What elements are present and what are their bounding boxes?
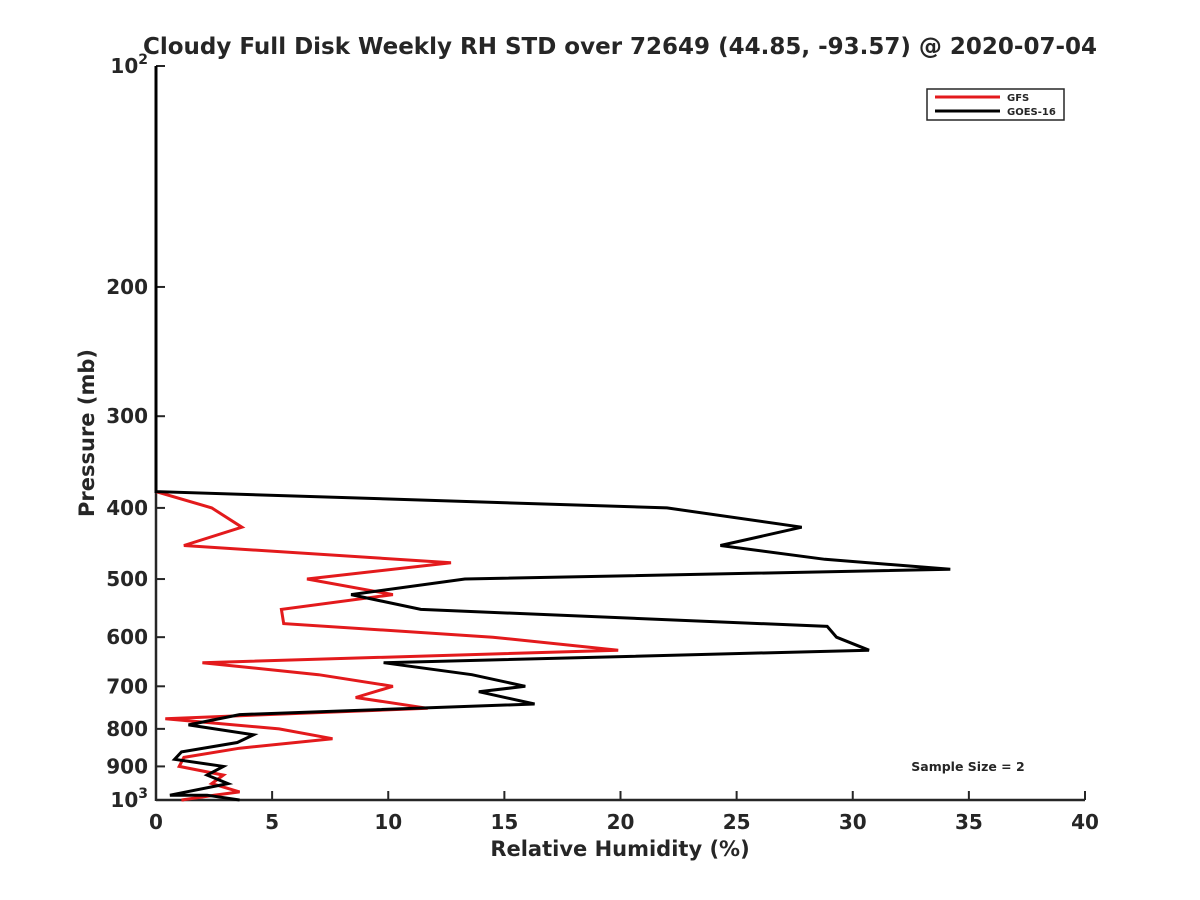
chart-title: Cloudy Full Disk Weekly RH STD over 7264… [143,34,1097,60]
x-axis-label: Relative Humidity (%) [490,837,749,861]
x-tick-label: 0 [149,810,163,834]
y-tick-label: 500 [106,567,148,591]
series-line-goes-16 [154,66,951,802]
x-tick-label: 10 [374,810,402,834]
x-tick-label: 5 [265,810,279,834]
y-tick-label: 103 [110,786,148,812]
x-tick-label: 25 [723,810,751,834]
x-tick-label: 40 [1071,810,1099,834]
y-tick-label: 800 [106,717,148,741]
y-tick-label: 700 [106,674,148,698]
legend-entries: GFS GOES-16 [935,93,1056,118]
legend-label: GOES-16 [1007,107,1056,118]
series-layer [154,66,951,802]
x-ticks: 0 5 10 15 20 25 30 35 40 [149,791,1099,834]
y-axis-label: Pressure (mb) [75,349,99,517]
x-tick-label: 30 [839,810,867,834]
legend: GFS GOES-16 [926,88,1065,121]
legend-box [926,88,1065,121]
x-tick-label: 20 [607,810,635,834]
sample-size-annotation: Sample Size = 2 [911,759,1024,774]
x-tick-label: 15 [490,810,518,834]
y-tick-label: 600 [106,625,148,649]
legend-label: GFS [1007,93,1029,104]
y-tick-label: 200 [106,275,148,299]
y-tick-label: 102 [110,52,148,78]
y-tick-label: 900 [106,754,148,778]
y-tick-label: 400 [106,496,148,520]
y-tick-label: 300 [106,404,148,428]
y-ticks: 102 200 300 400 500 600 700 800 900 103 [106,52,165,812]
x-tick-label: 35 [955,810,983,834]
